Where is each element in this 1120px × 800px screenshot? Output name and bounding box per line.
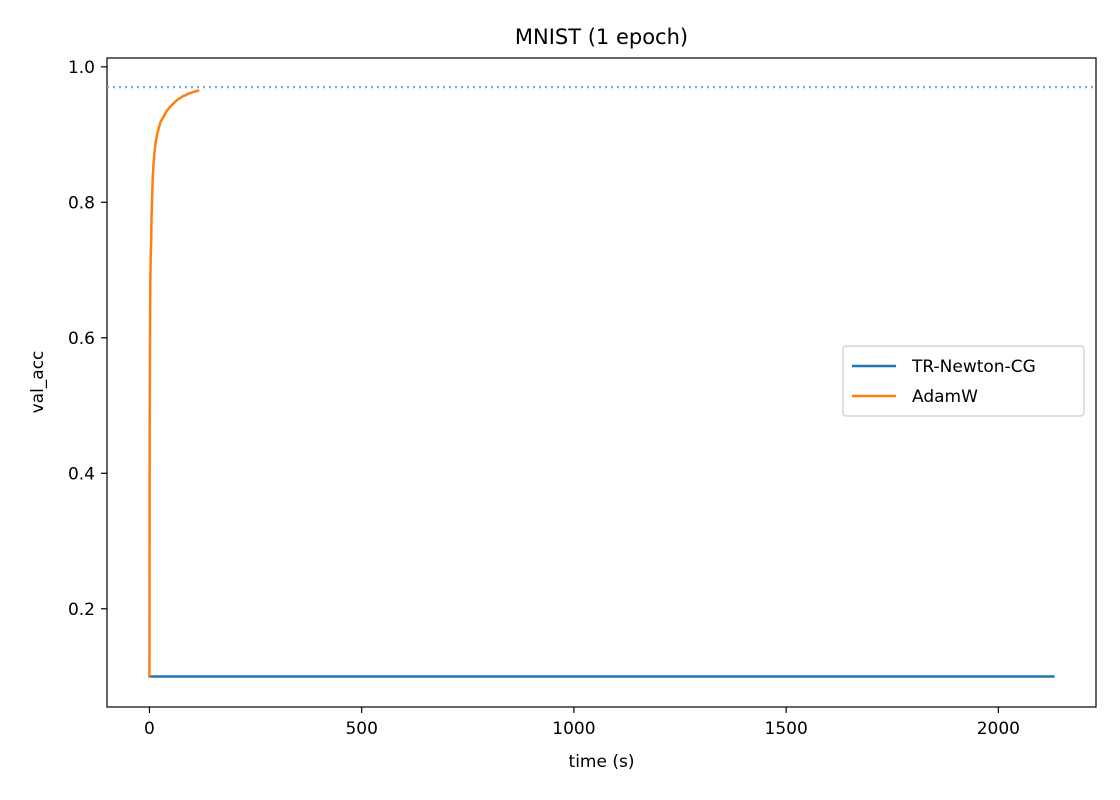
y-tick-label: 1.0	[68, 58, 95, 78]
x-tick-label: 1000	[552, 719, 595, 739]
x-tick-label: 0	[144, 719, 155, 739]
legend-label-tr-newton-cg: TR-Newton-CG	[911, 357, 1036, 377]
chart-title: MNIST (1 epoch)	[515, 25, 688, 49]
x-tick-label: 1500	[765, 719, 808, 739]
x-axis-label: time (s)	[569, 752, 635, 772]
x-tick-label: 2000	[977, 719, 1020, 739]
legend-box	[842, 345, 1085, 417]
legend-label-adamw: AdamW	[912, 387, 978, 407]
legend: TR-Newton-CG AdamW	[842, 345, 1085, 417]
y-axis-label: val_acc	[28, 351, 48, 414]
x-tick-label: 500	[345, 719, 377, 739]
y-tick-label: 0.6	[68, 329, 95, 349]
y-tick-label: 0.8	[68, 193, 95, 213]
y-tick-label: 0.2	[68, 600, 95, 620]
series-line-adamw	[148, 89, 200, 678]
y-tick-label: 0.4	[68, 464, 95, 484]
